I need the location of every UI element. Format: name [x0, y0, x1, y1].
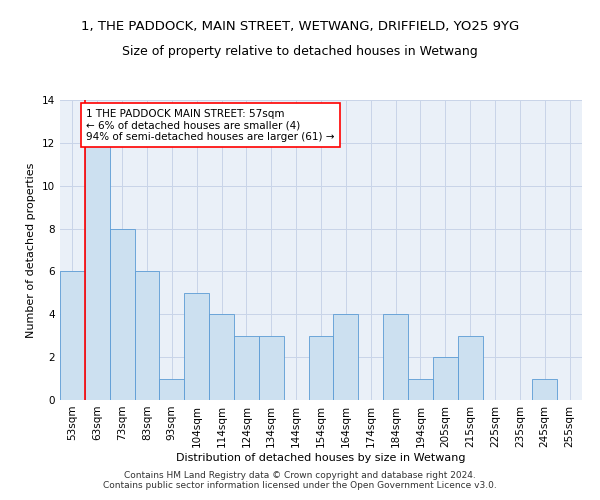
Bar	[259, 336, 284, 400]
Bar	[60, 272, 85, 400]
Bar	[532, 378, 557, 400]
Bar	[85, 143, 110, 400]
Text: Size of property relative to detached houses in Wetwang: Size of property relative to detached ho…	[122, 45, 478, 58]
Text: Contains HM Land Registry data © Crown copyright and database right 2024.
Contai: Contains HM Land Registry data © Crown c…	[103, 470, 497, 490]
Bar	[110, 228, 134, 400]
Y-axis label: Number of detached properties: Number of detached properties	[26, 162, 37, 338]
Bar	[134, 272, 160, 400]
Text: 1 THE PADDOCK MAIN STREET: 57sqm
← 6% of detached houses are smaller (4)
94% of : 1 THE PADDOCK MAIN STREET: 57sqm ← 6% of…	[86, 108, 335, 142]
Bar	[184, 293, 209, 400]
Bar	[334, 314, 358, 400]
Bar	[383, 314, 408, 400]
Bar	[209, 314, 234, 400]
Text: 1, THE PADDOCK, MAIN STREET, WETWANG, DRIFFIELD, YO25 9YG: 1, THE PADDOCK, MAIN STREET, WETWANG, DR…	[81, 20, 519, 33]
X-axis label: Distribution of detached houses by size in Wetwang: Distribution of detached houses by size …	[176, 452, 466, 462]
Bar	[234, 336, 259, 400]
Bar	[160, 378, 184, 400]
Bar	[433, 357, 458, 400]
Bar	[408, 378, 433, 400]
Bar	[458, 336, 482, 400]
Bar	[308, 336, 334, 400]
